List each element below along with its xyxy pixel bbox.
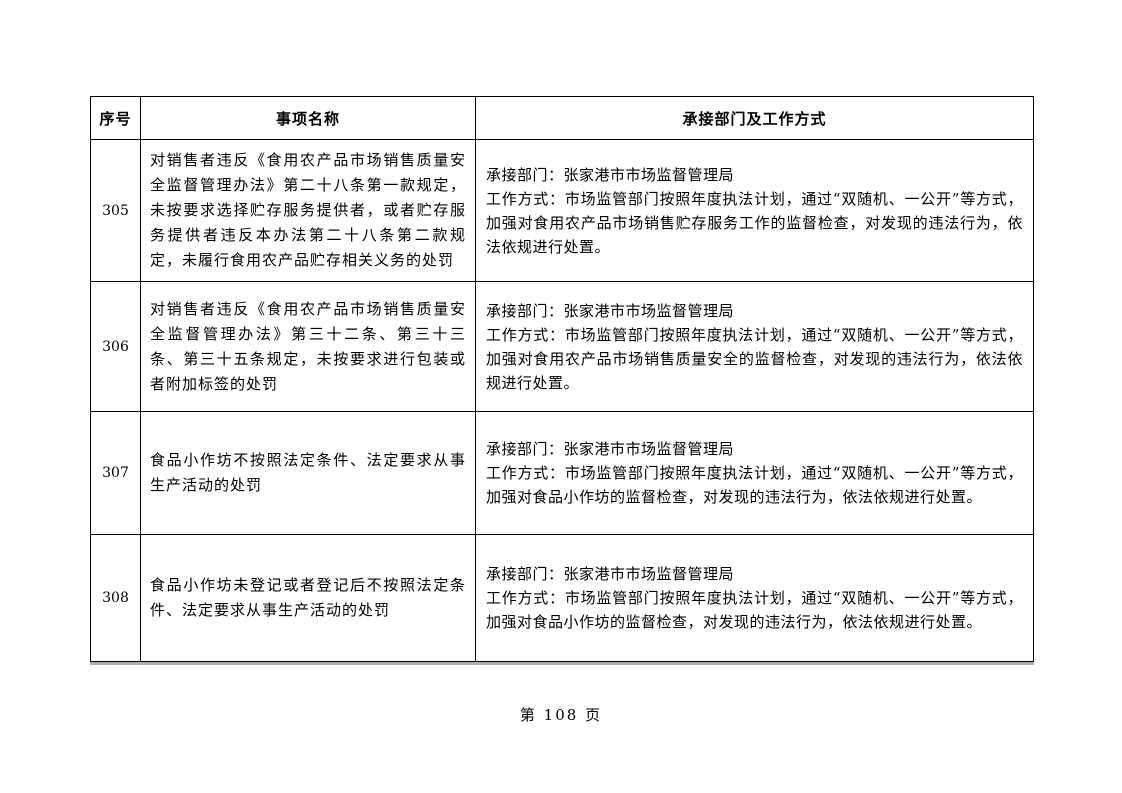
- work-method-line: 工作方式：市场监管部门按照年度执法计划，通过“双随机、一公开”等方式，加强对食品…: [486, 589, 1023, 631]
- work-method-line: 工作方式：市场监管部门按照年度执法计划，通过“双随机、一公开”等方式，加强对食品…: [486, 464, 1023, 506]
- department-method-cell: 承接部门：张家港市市场监督管理局 工作方式：市场监管部门按照年度执法计划，通过“…: [475, 411, 1034, 535]
- serial-number: 307: [90, 411, 141, 535]
- serial-number: 308: [90, 534, 141, 662]
- table-row: 306 对销售者违反《食用农产品市场销售质量安全监督管理办法》第三十二条、第三十…: [90, 281, 1034, 412]
- department-method-cell: 承接部门：张家港市市场监督管理局 工作方式：市场监管部门按照年度执法计划，通过“…: [475, 534, 1034, 662]
- work-method-line: 工作方式：市场监管部门按照年度执法计划，通过“双随机、一公开”等方式，加强对食用…: [486, 189, 1023, 256]
- penalty-items-table: 序号 事项名称 承接部门及工作方式 305 对销售者违反《食用农产品市场销售质量…: [90, 96, 1034, 662]
- table-row: 305 对销售者违反《食用农产品市场销售质量安全监督管理办法》第二十八条第一款规…: [90, 139, 1034, 282]
- table-row: 307 食品小作坊不按照法定条件、法定要求从事生产活动的处罚 承接部门：张家港市…: [90, 411, 1034, 535]
- department-method-cell: 承接部门：张家港市市场监督管理局 工作方式：市场监管部门按照年度执法计划，通过“…: [475, 281, 1034, 412]
- item-name: 食品小作坊未登记或者登记后不按照法定条件、法定要求从事生产活动的处罚: [140, 534, 476, 662]
- header-department-method: 承接部门及工作方式: [475, 96, 1034, 140]
- serial-number: 305: [90, 139, 141, 282]
- table-row: 308 食品小作坊未登记或者登记后不按照法定条件、法定要求从事生产活动的处罚 承…: [90, 534, 1034, 662]
- department-line: 承接部门：张家港市市场监督管理局: [486, 565, 735, 583]
- header-item-name: 事项名称: [140, 96, 476, 140]
- page-number: 第 108 页: [519, 706, 603, 724]
- item-name: 对销售者违反《食用农产品市场销售质量安全监督管理办法》第三十二条、第三十三条、第…: [140, 281, 476, 412]
- table-header-row: 序号 事项名称 承接部门及工作方式: [90, 96, 1034, 140]
- serial-number: 306: [90, 281, 141, 412]
- department-method-cell: 承接部门：张家港市市场监督管理局 工作方式：市场监管部门按照年度执法计划，通过“…: [475, 139, 1034, 282]
- department-line: 承接部门：张家港市市场监督管理局: [486, 165, 735, 184]
- department-line: 承接部门：张家港市市场监督管理局: [486, 301, 735, 320]
- department-line: 承接部门：张家港市市场监督管理局: [486, 440, 735, 458]
- item-name: 食品小作坊不按照法定条件、法定要求从事生产活动的处罚: [140, 411, 476, 535]
- header-serial: 序号: [90, 96, 141, 140]
- item-name: 对销售者违反《食用农产品市场销售质量安全监督管理办法》第二十八条第一款规定，未按…: [140, 139, 476, 282]
- work-method-line: 工作方式：市场监管部门按照年度执法计划，通过“双随机、一公开”等方式，加强对食用…: [486, 325, 1023, 392]
